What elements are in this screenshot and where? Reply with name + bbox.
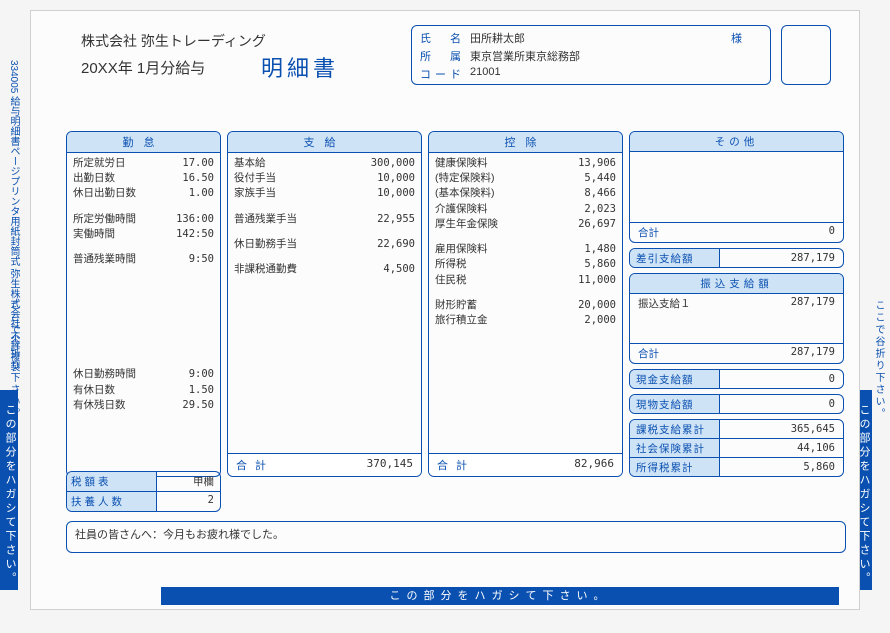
inkind-value: 0 — [829, 398, 835, 410]
payment-total-row: 合計 370,145 — [228, 453, 421, 476]
dept-label: 所 属 — [420, 48, 470, 64]
code-label: コード — [420, 66, 470, 82]
payment-title: 支給 — [228, 132, 421, 153]
data-row: 所得税5,860 — [435, 257, 616, 272]
transfer-total-label: 合計 — [638, 346, 659, 361]
cumulative-row: 社会保険累計44,106 — [630, 438, 843, 457]
payslip-page: 株式会社 弥生トレーディング 20XX年 1月分給与 明細書 氏 名 田所耕太郎… — [30, 10, 860, 610]
document-title: 明細書 — [261, 51, 339, 83]
tax-table-label: 税額表 — [67, 472, 157, 491]
data-row: 休日勤務時間9:00 — [73, 367, 214, 382]
payment-total-label: 合計 — [236, 457, 274, 473]
deduction-title: 控除 — [429, 132, 622, 153]
other-sum-value: 0 — [829, 225, 835, 240]
cumulative-box: 課税支給累計365,645社会保険累計44,106所得税累計5,860 — [629, 419, 844, 477]
deduction-column: 控除 健康保険料13,906(特定保険料)5,440(基本保険料)8,466介護… — [428, 131, 623, 477]
data-row: 住民税11,000 — [435, 273, 616, 288]
data-row: 実働時間142:50 — [73, 227, 214, 242]
data-row: 非課税通勤費4,500 — [234, 262, 415, 277]
data-row: 普通残業手当22,955 — [234, 212, 415, 227]
data-row: 厚生年金保険26,697 — [435, 217, 616, 232]
message-box: 社員の皆さんへ：今月もお疲れ様でした。 — [66, 521, 846, 553]
recipient-name: 田所耕太郎 — [470, 30, 525, 46]
deduction-total-label: 合計 — [437, 457, 475, 473]
data-row: (特定保険料)5,440 — [435, 171, 616, 186]
tax-table-value: 甲欄 — [157, 472, 220, 491]
deduction-total-row: 合計 82,966 — [429, 453, 622, 476]
data-row: 休日勤務手当22,690 — [234, 237, 415, 252]
data-row: 雇用保険料1,480 — [435, 242, 616, 257]
data-row: 役付手当10,000 — [234, 171, 415, 186]
attendance-column: 勤怠 所定就労日17.00出勤日数16.50休日出勤日数1.00 所定労働時間13… — [66, 131, 221, 477]
data-row: 所定労働時間136:00 — [73, 212, 214, 227]
recipient-box: 氏 名 田所耕太郎 様 所 属 東京営業所東京総務部 コード 21001 — [411, 25, 771, 85]
data-row: 休日出勤日数1.00 — [73, 186, 214, 201]
inkind-box: 現物支給額 0 — [629, 394, 844, 414]
data-row: 財形貯蓄20,000 — [435, 298, 616, 313]
data-row: 介護保険料2,023 — [435, 202, 616, 217]
cash-value: 0 — [829, 373, 835, 385]
peel-hint-left: この部分をハガシて下さい。 — [0, 390, 18, 590]
name-label: 氏 名 — [420, 30, 470, 46]
transfer-total-value: 287,179 — [791, 346, 835, 361]
data-row: 有休日数1.50 — [73, 383, 214, 398]
peel-hint-bottom: この部分をハガシて下さい。 — [161, 587, 839, 605]
data-row: 出勤日数16.50 — [73, 171, 214, 186]
data-row: 家族手当10,000 — [234, 186, 415, 201]
stamp-box — [781, 25, 831, 85]
cash-box: 現金支給額 0 — [629, 369, 844, 389]
header-block: 株式会社 弥生トレーディング 20XX年 1月分給与 — [81, 31, 266, 78]
net-pay-box: 差引支給額 287,179 — [629, 248, 844, 268]
pay-period: 20XX年 1月分給与 — [81, 57, 266, 78]
deduction-total-value: 82,966 — [574, 457, 614, 473]
honorific: 様 — [731, 30, 742, 46]
company-name: 株式会社 弥生トレーディング — [81, 31, 266, 51]
net-pay-label: 差引支給額 — [630, 249, 720, 267]
tax-table-box: 税額表 甲欄 扶養人数 2 — [66, 471, 221, 512]
cumulative-row: 課税支給累計365,645 — [630, 420, 843, 438]
other-box: その他 合計 0 — [629, 131, 844, 243]
fold-hint-right: ここで谷折り下さい。 — [871, 300, 886, 420]
data-row: 有休残日数29.50 — [73, 398, 214, 413]
data-row: (基本保険料)8,466 — [435, 186, 616, 201]
cumulative-row: 所得税累計5,860 — [630, 457, 843, 476]
transfer-row: 振込支給１287,179 — [630, 294, 843, 313]
other-column: その他 合計 0 差引支給額 287,179 振込支給額 振込支給１287,17… — [629, 131, 844, 477]
cash-label: 現金支給額 — [630, 370, 720, 388]
payment-total-value: 370,145 — [367, 457, 413, 473]
recipient-dept: 東京営業所東京総務部 — [470, 48, 580, 64]
data-row: 健康保険料13,906 — [435, 156, 616, 171]
other-title: その他 — [630, 132, 843, 152]
payment-column: 支給 基本給300,000役付手当10,000家族手当10,000 普通残業手当2… — [227, 131, 422, 477]
other-sum-label: 合計 — [638, 225, 659, 240]
attendance-title: 勤怠 — [67, 132, 220, 153]
dependents-value: 2 — [157, 492, 220, 511]
data-row: 旅行積立金2,000 — [435, 313, 616, 328]
data-row: 基本給300,000 — [234, 156, 415, 171]
data-row: 所定就労日17.00 — [73, 156, 214, 171]
data-row: 普通残業時間9:50 — [73, 252, 214, 267]
transfer-title: 振込支給額 — [630, 274, 843, 294]
net-pay-value: 287,179 — [791, 252, 835, 264]
inkind-label: 現物支給額 — [630, 395, 720, 413]
recipient-code: 21001 — [470, 66, 501, 82]
main-columns: 勤怠 所定就労日17.00出勤日数16.50休日出勤日数1.00 所定労働時間13… — [66, 131, 846, 477]
transfer-box: 振込支給額 振込支給１287,179 合計 287,179 — [629, 273, 844, 364]
dependents-label: 扶養人数 — [67, 492, 157, 511]
